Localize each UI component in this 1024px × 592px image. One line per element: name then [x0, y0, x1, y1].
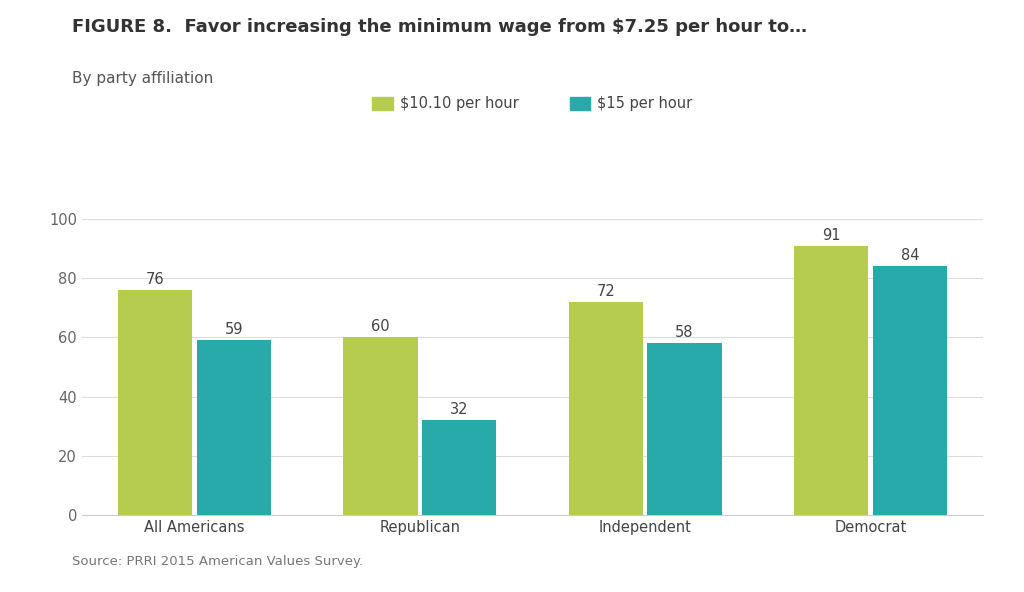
Text: 60: 60: [371, 320, 390, 334]
Text: 59: 59: [224, 323, 244, 337]
Text: Source: PRRI 2015 American Values Survey.: Source: PRRI 2015 American Values Survey…: [72, 555, 362, 568]
Text: 76: 76: [145, 272, 165, 287]
Text: 72: 72: [596, 284, 615, 299]
Bar: [197, 340, 271, 515]
Text: By party affiliation: By party affiliation: [72, 71, 213, 86]
Bar: [422, 420, 497, 515]
Bar: [118, 290, 193, 515]
Text: 91: 91: [821, 228, 841, 243]
Bar: [872, 266, 947, 515]
Text: FIGURE 8.  Favor increasing the minimum wage from $7.25 per hour to…: FIGURE 8. Favor increasing the minimum w…: [72, 18, 807, 36]
Bar: [647, 343, 722, 515]
Bar: [568, 302, 643, 515]
Text: 58: 58: [675, 326, 694, 340]
Legend: $10.10 per hour, $15 per hour: $10.10 per hour, $15 per hour: [373, 96, 692, 111]
Text: 84: 84: [900, 249, 920, 263]
Bar: [794, 246, 868, 515]
Bar: [343, 337, 418, 515]
Text: 32: 32: [450, 403, 469, 417]
